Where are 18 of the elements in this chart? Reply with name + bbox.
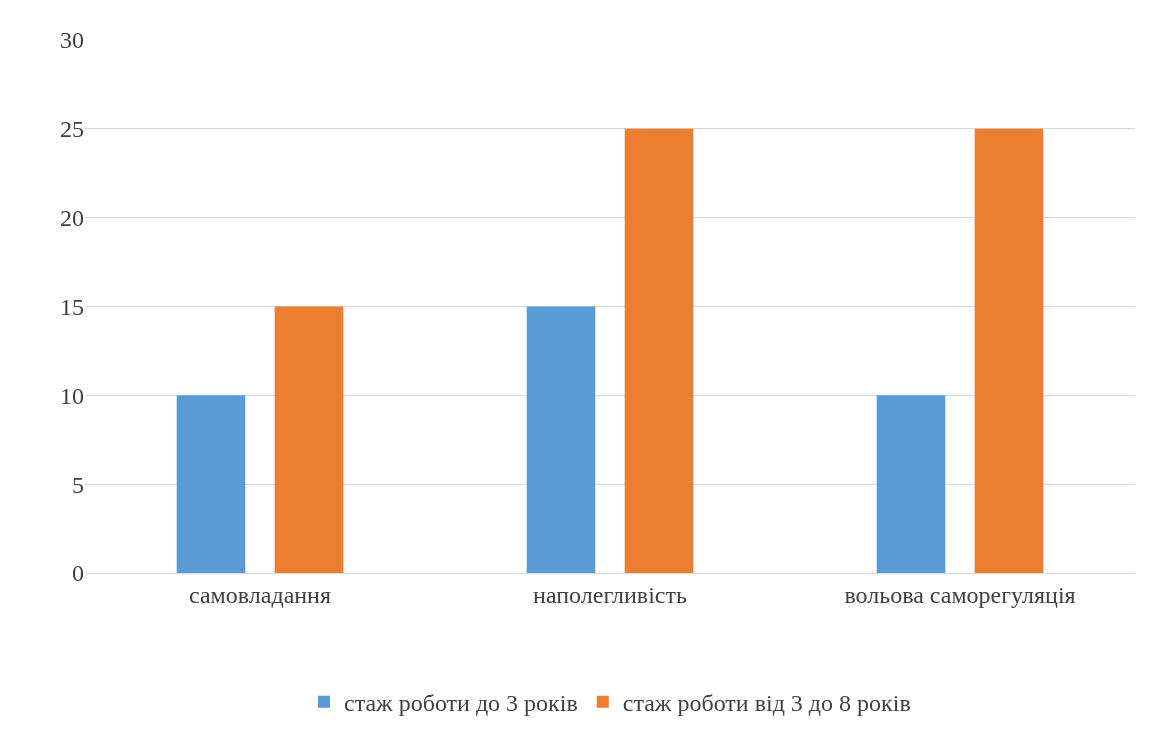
y-tick-label: 20 [60,205,84,232]
y-tick-label: 0 [72,560,84,587]
bar [624,128,694,573]
legend-label: стаж роботи до 3 років [344,690,578,717]
y-tick-label: 25 [60,116,84,143]
y-tick-label: 30 [60,27,84,54]
bar [176,395,246,573]
x-tick-label: самовладання [188,581,332,608]
bar [526,306,596,573]
bar [876,395,946,573]
x-tick-label: вольова саморегуляція [844,581,1076,608]
y-tick-label: 15 [60,293,84,320]
bar [974,128,1044,573]
x-tick-label: наполегливість [533,581,687,608]
y-tick-label: 10 [60,382,84,409]
legend-label: стаж роботи від 3 до 8 років [622,690,911,717]
bar [274,306,344,573]
y-tick-label: 5 [72,471,84,498]
